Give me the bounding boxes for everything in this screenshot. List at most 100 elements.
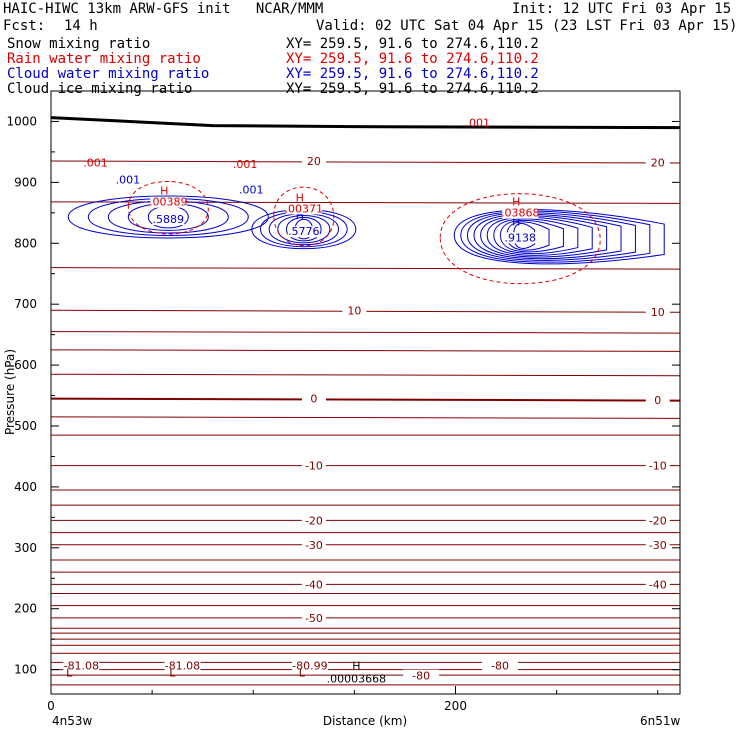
isotherm-label: -20 <box>649 514 667 527</box>
y-tick-label: 300 <box>14 541 37 555</box>
rain-water-max-marker: H <box>296 191 304 204</box>
temperature-annotation-bg <box>481 659 518 672</box>
isotherm-line <box>50 416 681 419</box>
rain-water-contour <box>439 193 601 285</box>
isotherm-label: 20 <box>307 155 321 168</box>
cloud-water-contour <box>251 209 357 250</box>
isotherm-label-bg <box>645 578 670 591</box>
rain-water-contour-label: .001 <box>465 117 490 130</box>
legend-snow-xy: XY= 259.5, 91.6 to 274.6,110.2 <box>286 36 539 52</box>
cloud-water-contour <box>486 216 593 256</box>
ground-surface-line <box>50 116 681 130</box>
y-tick-label: 200 <box>14 602 37 616</box>
isotherm-label-bg <box>645 394 670 407</box>
header-valid: Valid: 02 UTC Sat 04 Apr 15 (23 LST Fri … <box>316 18 738 34</box>
isotherm-label: 0 <box>310 393 317 406</box>
extremum-value: .00003668 <box>327 672 387 685</box>
isotherm-label-bg <box>301 578 326 591</box>
cloud-water-contour <box>277 215 331 244</box>
legend-rain-xy: XY= 259.5, 91.6 to 274.6,110.2 <box>286 51 539 67</box>
cloud-water-max-bg <box>504 232 537 244</box>
y-tick-label: 800 <box>14 236 37 250</box>
y-tick-label: 700 <box>14 297 37 311</box>
isotherm-label-bg <box>301 611 326 624</box>
rain-water-max-marker: H <box>160 185 168 198</box>
isotherm-label: 0 <box>654 394 661 407</box>
isotherm-line <box>50 331 681 334</box>
rain-water-max-bg <box>502 207 539 219</box>
isotherm-label-bg <box>645 538 670 551</box>
isotherm-label-bg <box>301 155 326 168</box>
isotherm-line-labeled <box>50 160 681 164</box>
cloud-water-max-bg <box>287 226 320 238</box>
cloud-water-max-bg <box>152 213 185 225</box>
legend-rain-name: Rain water mixing ratio <box>7 51 201 67</box>
y-tick-label: 400 <box>14 480 37 494</box>
cloud-water-max-value: .5889 <box>153 213 185 226</box>
header-fcst-label: Fcst: <box>3 18 46 34</box>
isotherm-label: -40 <box>305 578 323 591</box>
rain-water-max-marker: H <box>512 196 520 209</box>
y-tick-label: 900 <box>14 175 37 189</box>
isotherm-label-bg <box>645 305 670 318</box>
isotherm-label-bg <box>301 392 326 405</box>
isotherm-label: -10 <box>305 460 323 473</box>
temperature-annotation-bg <box>164 659 201 672</box>
cloud-water-contour <box>147 205 189 229</box>
isotherm-label: -50 <box>305 612 323 625</box>
legend-cloudwater-xy: XY= 259.5, 91.6 to 274.6,110.2 <box>286 66 539 82</box>
extremum-marker: H <box>352 659 360 672</box>
y-tick-label: 500 <box>14 419 37 433</box>
extremum-marker: L <box>299 667 306 680</box>
y-axis-label: Pressure (hPa) <box>3 349 17 435</box>
left-endpoint-label: 4n53w <box>52 714 93 728</box>
cloud-water-contour <box>87 198 249 236</box>
cloud-water-max-marker: H <box>512 215 520 228</box>
legend-cloudwater-name: Cloud water mixing ratio <box>7 66 210 82</box>
rain-water-contour-label: .001 <box>83 156 108 169</box>
y-tick-label: 1000 <box>6 114 37 128</box>
cloud-water-contour <box>493 218 579 255</box>
cloud-water-max-value: .5776 <box>288 225 320 238</box>
temperature-annotation-bg <box>63 659 100 672</box>
isotherm-label: 10 <box>651 306 665 319</box>
rain-water-max-bg <box>150 196 187 208</box>
isotherm-label: 10 <box>347 304 361 317</box>
isotherm-label-bg <box>645 514 670 527</box>
cloud-water-contour <box>466 212 636 261</box>
cloud-water-contour <box>268 213 339 246</box>
temperature-annotation-bg <box>291 659 328 672</box>
header-title: HAIC-HIWC 13km ARW-GFS init NCAR/MMM <box>3 1 324 17</box>
isotherm-label-bg <box>301 459 326 472</box>
legend-cloudice-xy: XY= 259.5, 91.6 to 274.6,110.2 <box>286 81 539 97</box>
x-tick-label: 200 <box>444 699 467 713</box>
isotherm-line <box>50 267 681 270</box>
rain-water-contour-label: .001 <box>233 158 258 171</box>
x-axis-label: Distance (km) <box>323 714 407 728</box>
extremum-marker: L <box>66 667 73 680</box>
cloud-water-contour <box>460 210 651 263</box>
isotherm-line-labeled <box>50 397 681 402</box>
rain-water-max-value: .00389 <box>149 196 188 209</box>
right-endpoint-label: 6n51w <box>640 714 681 728</box>
header-init: Init: 12 UTC Fri 03 Apr 15 <box>512 1 732 17</box>
header-fcst-value: 14 h <box>64 18 98 34</box>
isotherm-label-bg <box>342 304 367 317</box>
cloud-water-contour <box>506 221 550 251</box>
y-tick-label: 100 <box>14 663 37 677</box>
legend-snow-name: Snow mixing ratio <box>7 36 151 52</box>
temperature-annotation: -80 <box>491 659 509 672</box>
x-tick-label: 0 <box>47 699 55 713</box>
isotherm-line <box>50 349 681 352</box>
temperature-annotation-bg <box>403 669 440 682</box>
isotherm-label: -30 <box>305 539 323 552</box>
cloud-water-contour <box>285 217 322 242</box>
cloud-water-contour <box>127 203 209 231</box>
isotherm-label-bg <box>645 459 670 472</box>
rain-water-max-value: .00371 <box>285 202 324 215</box>
cloud-water-max-value: .9138 <box>504 231 536 244</box>
isotherm-label: -40 <box>649 578 667 591</box>
cloud-water-contour-label: .001 <box>116 173 141 186</box>
cloud-water-contour <box>259 211 348 248</box>
cloud-water-contour <box>453 209 665 265</box>
